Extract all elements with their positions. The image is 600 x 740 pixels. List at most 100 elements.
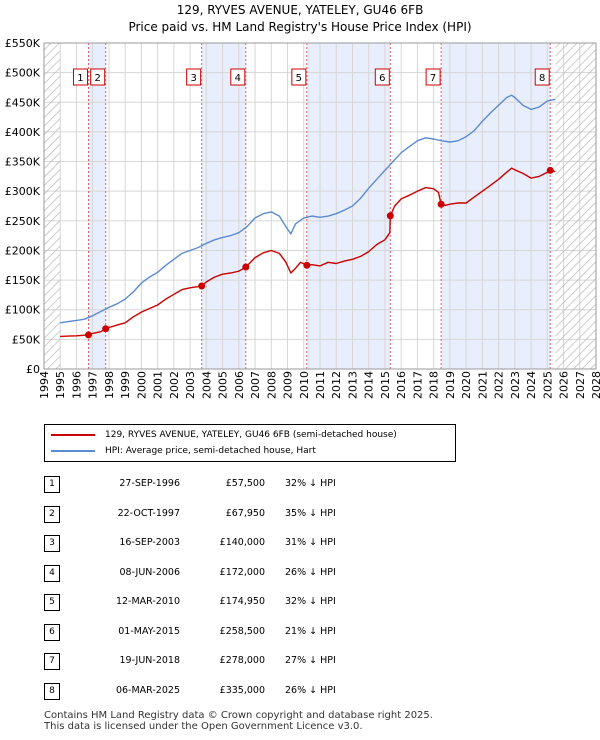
- legend-price-label: 129, RYVES AVENUE, YATELEY, GU46 6FB (se…: [105, 430, 397, 440]
- sale-box-3: [186, 68, 202, 86]
- table-row-hpi-diff: 26% ↓ HPI: [285, 566, 336, 578]
- price-chart: 1 2 3 4 5 6 7 8 £0 £50K £100K £150K £200K £250K £300K…: [5, 37, 600, 399]
- y-tick-label: £300K: [5, 185, 41, 198]
- y-tick-label: £450K: [5, 96, 41, 109]
- table-row-date: 16-SEP-2003: [119, 537, 180, 548]
- y-tick-label: £0: [26, 363, 40, 376]
- chart-subtitle: Price paid vs. HM Land Registry's House …: [128, 20, 472, 34]
- x-tick-label: 2021: [476, 371, 489, 399]
- x-tick-label: 2005: [217, 371, 230, 399]
- pre-data-hatch: [44, 43, 61, 369]
- table-row-date: 22-OCT-1997: [117, 507, 180, 519]
- table-row-number: 4: [44, 564, 60, 582]
- x-tick-label: 1999: [119, 371, 132, 399]
- shaded-range-4: [441, 43, 551, 369]
- x-tick-label: 2025: [541, 371, 554, 399]
- x-tick-label: 2008: [265, 371, 278, 399]
- table-row-number: 2: [44, 505, 60, 523]
- sale-box-label-7: 7: [430, 73, 436, 84]
- table-row: 7 19-JUN-2018 £278,000 27% ↓ HPI: [0, 651, 600, 671]
- sale-marker-6: [386, 212, 394, 220]
- table-row-price: £335,000: [219, 684, 265, 696]
- table-row-price: £278,000: [219, 655, 265, 666]
- table-row-hpi-diff: 27% ↓ HPI: [285, 655, 336, 666]
- x-tick-label: 2015: [379, 371, 392, 399]
- sale-box-label-4: 4: [235, 73, 241, 84]
- y-tick-label: £350K: [5, 156, 41, 169]
- sale-marker-7: [437, 200, 445, 208]
- y-tick-label: £200K: [5, 244, 41, 257]
- sale-box-8: [534, 68, 550, 86]
- table-row-price: £172,000: [219, 566, 265, 578]
- y-tick-label: £550K: [5, 37, 41, 50]
- footer: Contains HM Land Registry data © Crown c…: [44, 710, 433, 732]
- table-row-hpi-diff: 26% ↓ HPI: [285, 684, 336, 696]
- table-row-date: 08-JUN-2006: [119, 566, 180, 578]
- sale-marker-5: [303, 261, 311, 269]
- shaded-range-3: [306, 43, 391, 369]
- legend-hpi-label: HPI: Average price, semi-detached house,…: [105, 446, 316, 456]
- x-tick-label: 2006: [233, 371, 246, 399]
- x-tick-label: 2004: [200, 371, 213, 399]
- future-hatch: [555, 43, 596, 369]
- x-tick-label: 2007: [249, 371, 262, 399]
- legend-item-hpi: HPI: Average price, semi-detached house,…: [51, 443, 316, 459]
- table-row-number: 1: [44, 476, 60, 493]
- legend-hpi-swatch: [51, 450, 95, 452]
- sale-box-1: [72, 68, 88, 86]
- legend-item-price: 129, RYVES AVENUE, YATELEY, GU46 6FB (se…: [51, 427, 397, 443]
- plot-frame: [43, 42, 597, 370]
- table-row: 8 06-MAR-2025 £335,000 26% ↓ HPI: [0, 681, 600, 701]
- sale-box-4: [230, 68, 246, 86]
- hpi-line: [60, 94, 556, 324]
- table-row-hpi-diff: 32% ↓ HPI: [285, 478, 336, 489]
- x-tick-label: 2011: [314, 371, 327, 399]
- table-row: 4 08-JUN-2006 £172,000 26% ↓ HPI: [0, 563, 600, 583]
- table-row-date: 27-SEP-1996: [119, 478, 180, 489]
- table-row-date: 12-MAR-2010: [115, 596, 180, 607]
- y-tick-label: £250K: [5, 215, 41, 228]
- x-tick-label: 2028: [590, 371, 600, 399]
- x-tick-label: 1997: [87, 371, 100, 399]
- table-row-number: 6: [44, 623, 60, 641]
- x-tick-label: 2013: [346, 371, 359, 399]
- y-tick-label: £100K: [5, 304, 41, 317]
- sale-box-2: [90, 68, 106, 86]
- shaded-range-1: [88, 43, 106, 369]
- sale-marker-3: [198, 282, 206, 290]
- table-row-price: £174,950: [219, 596, 265, 607]
- x-tick-label: 2027: [574, 371, 587, 399]
- x-tick-label: 2014: [363, 371, 376, 399]
- y-tick-label: £150K: [5, 274, 41, 287]
- table-row-price: £57,500: [225, 478, 265, 489]
- footer-licence: This data is licensed under the Open Gov…: [44, 721, 363, 732]
- sale-box-label-6: 6: [379, 73, 385, 84]
- x-tick-label: 2019: [444, 371, 457, 399]
- table-row-price: £140,000: [219, 537, 265, 548]
- sale-marker-2: [102, 325, 110, 333]
- x-tick-label: 2026: [558, 371, 571, 399]
- sale-box-7: [425, 68, 441, 86]
- x-tick-label: 2024: [525, 371, 538, 399]
- table-row-date: 19-JUN-2018: [119, 655, 180, 666]
- sale-marker-8: [546, 166, 554, 174]
- x-tick-label: 2009: [282, 371, 295, 399]
- table-row-price: £67,950: [225, 507, 265, 519]
- table-row: 2 22-OCT-1997 £67,950 35% ↓ HPI: [0, 504, 600, 524]
- x-tick-label: 2001: [152, 371, 165, 399]
- table-row-price: £258,500: [219, 625, 265, 637]
- sale-box-label-2: 2: [95, 73, 101, 84]
- table-row: 6 01-MAY-2015 £258,500 21% ↓ HPI: [0, 622, 600, 642]
- table-row-hpi-diff: 32% ↓ HPI: [285, 596, 336, 607]
- table-row: 1 27-SEP-1996 £57,500 32% ↓ HPI: [0, 474, 600, 494]
- table-row-date: 06-MAR-2025: [115, 684, 180, 696]
- legend-price-swatch: [51, 434, 95, 436]
- x-tick-label: 2003: [184, 371, 197, 399]
- table-row-hpi-diff: 31% ↓ HPI: [285, 537, 336, 548]
- x-tick-label: 2022: [493, 371, 506, 399]
- sale-box-6: [374, 68, 390, 86]
- x-tick-label: 1995: [54, 371, 67, 399]
- table-row-number: 5: [44, 594, 60, 611]
- table-row-hpi-diff: 21% ↓ HPI: [285, 625, 336, 637]
- x-tick-label: 2002: [168, 371, 181, 399]
